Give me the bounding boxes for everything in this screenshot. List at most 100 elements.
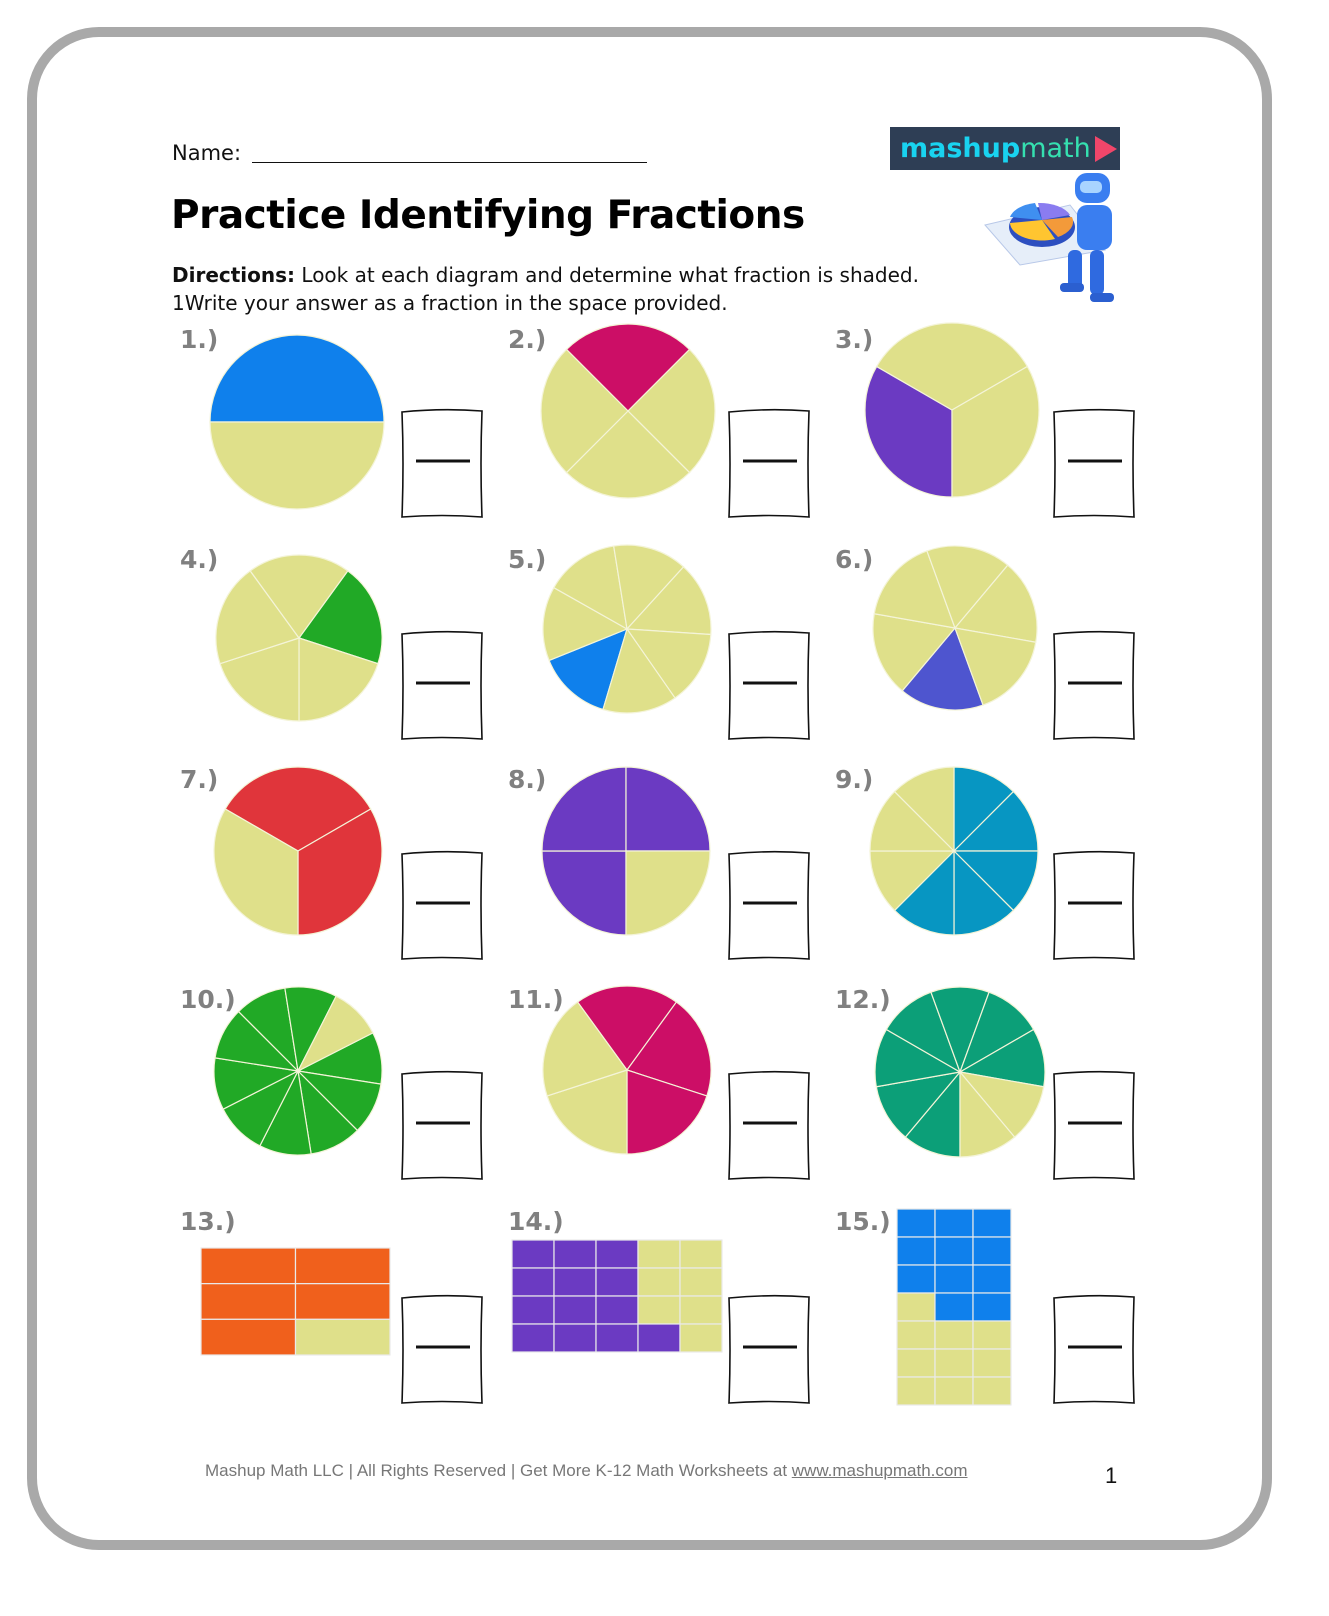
pie-slice-shaded <box>864 365 953 498</box>
footer-text: Mashup Math LLC | All Rights Reserved | … <box>205 1461 792 1480</box>
problem-number: 4.) <box>180 545 218 574</box>
grid-cell-unshaded <box>934 1376 974 1406</box>
pie-slice-unshaded <box>249 554 349 640</box>
grid-cell-shaded <box>200 1283 297 1320</box>
grid-cell-unshaded <box>637 1267 681 1297</box>
grid-cell-unshaded <box>637 1295 681 1325</box>
grid-cell-shaded <box>200 1247 297 1285</box>
answer-box[interactable] <box>728 1294 810 1404</box>
robot-pie-chart-illustration <box>984 173 1114 302</box>
grid-cell-shaded <box>972 1208 1012 1238</box>
pie-slice-unshaded <box>553 545 628 631</box>
pie-slice-shaded <box>297 808 383 936</box>
grid-cell-shaded <box>637 1323 681 1353</box>
grid-cell-shaded <box>553 1323 597 1353</box>
answer-box[interactable] <box>1053 1294 1135 1404</box>
grid-cell-unshaded <box>934 1348 974 1378</box>
problem-number: 6.) <box>835 545 873 574</box>
name-input-line[interactable] <box>252 162 647 163</box>
pie-slice-unshaded <box>625 850 711 936</box>
grid-cell-unshaded <box>896 1320 936 1350</box>
pie-slice-unshaded <box>213 808 299 936</box>
grid-cell-shaded <box>511 1267 555 1297</box>
pie-slice-shaded <box>901 626 984 711</box>
problem-number: 12.) <box>835 985 891 1014</box>
pie-slice-shaded <box>576 985 678 1072</box>
problem-11: 11.) <box>508 985 810 1180</box>
answer-box[interactable] <box>401 1070 483 1180</box>
problem-number: 9.) <box>835 765 873 794</box>
grid-cell-shaded <box>972 1264 1012 1294</box>
grid-cell-unshaded <box>294 1318 391 1356</box>
pie-slice-unshaded <box>926 545 1009 630</box>
answer-box[interactable] <box>401 1294 483 1404</box>
pie-slice-shaded <box>298 570 383 665</box>
answer-box[interactable] <box>728 1070 810 1180</box>
grid-cell-shaded <box>896 1236 936 1266</box>
pie-slice-unshaded <box>613 544 685 631</box>
pie-slice-unshaded <box>869 790 956 852</box>
answer-box[interactable] <box>401 850 483 960</box>
problem-8: 8.) <box>508 765 810 960</box>
grid-cell-unshaded <box>972 1320 1012 1350</box>
grid-cell-shaded <box>896 1208 936 1238</box>
name-label: Name: <box>172 141 242 165</box>
problem-4: 4.) <box>180 545 483 740</box>
grid-cell-shaded <box>595 1295 639 1325</box>
answer-box[interactable] <box>728 408 810 518</box>
answer-box[interactable] <box>1053 850 1135 960</box>
grid-cell-unshaded <box>896 1292 936 1322</box>
pie-slice-shaded <box>541 850 627 936</box>
logo-text-mashup: mashup <box>900 133 1021 164</box>
answer-box[interactable] <box>401 630 483 740</box>
grid-cell-shaded <box>553 1239 597 1269</box>
pie-slice-unshaded <box>602 627 676 714</box>
pie-slice-unshaded <box>296 995 374 1073</box>
problem-number: 15.) <box>835 1207 891 1236</box>
problem-5: 5.) <box>508 544 810 740</box>
problem-9: 9.) <box>835 765 1135 960</box>
answer-box[interactable] <box>401 408 483 518</box>
pie-slice-shaded <box>952 850 1039 912</box>
problem-13: 13.) <box>180 1207 483 1404</box>
pie-slice-shaded <box>625 766 711 852</box>
pie-slice-shaded <box>626 1069 708 1155</box>
problem-number: 1.) <box>180 325 218 354</box>
footer-link[interactable]: www.mashupmath.com <box>791 1461 968 1480</box>
problem-number: 5.) <box>508 545 546 574</box>
answer-box[interactable] <box>1053 1070 1135 1180</box>
pie-slice-unshaded <box>873 550 956 629</box>
problem-number: 8.) <box>508 765 546 794</box>
logo-text-math: math <box>1020 133 1091 164</box>
grid-cell-unshaded <box>679 1267 723 1297</box>
pie-slice-unshaded <box>546 1069 628 1155</box>
grid-cell-shaded <box>595 1239 639 1269</box>
grid-cell-unshaded <box>896 1376 936 1406</box>
answer-box[interactable] <box>1053 630 1135 740</box>
directions: Directions: Look at each diagram and det… <box>172 261 1012 317</box>
answer-box[interactable] <box>728 630 810 740</box>
pie-slice-unshaded <box>953 564 1038 643</box>
grid-cell-shaded <box>934 1264 974 1294</box>
pie-slice-unshaded <box>219 637 300 722</box>
grid-cell-shaded <box>294 1283 391 1320</box>
pie-slice-unshaded <box>954 627 1037 706</box>
grid-cell-shaded <box>972 1292 1012 1322</box>
problem-number: 14.) <box>508 1207 564 1236</box>
grid-cell-unshaded <box>679 1239 723 1269</box>
problem-1: 1.) <box>180 325 483 518</box>
pie-slice-shaded <box>224 766 372 852</box>
answer-box[interactable] <box>1053 408 1135 518</box>
pie-slice-unshaded <box>215 570 300 665</box>
grid-cell-shaded <box>595 1323 639 1353</box>
grid-cell-unshaded <box>679 1295 723 1325</box>
grid-cell-shaded <box>553 1295 597 1325</box>
pie-slice-unshaded <box>298 637 379 722</box>
grid-cell-shaded <box>896 1264 936 1294</box>
page-border <box>27 27 1272 1550</box>
answer-box[interactable] <box>728 850 810 960</box>
pie-slice-shaded <box>953 766 1015 853</box>
problem-number: 3.) <box>835 325 873 354</box>
pie-slice-unshaded <box>627 348 716 474</box>
problem-number: 11.) <box>508 985 564 1014</box>
